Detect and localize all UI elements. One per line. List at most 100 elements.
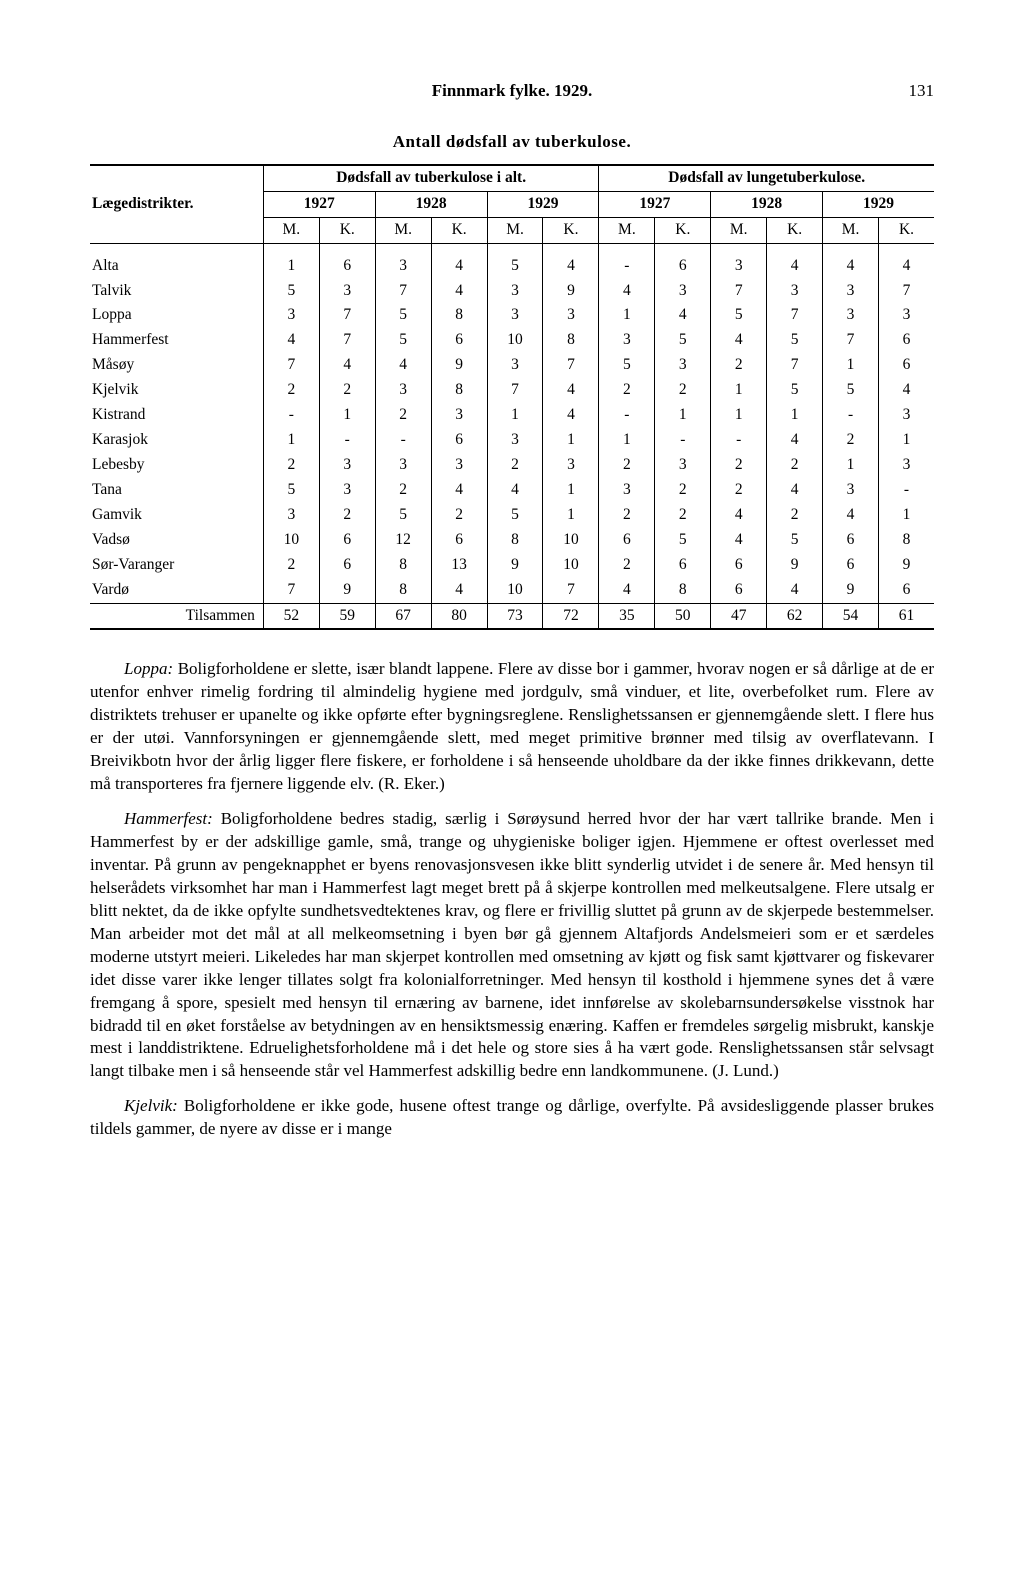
cell: 7	[319, 303, 375, 328]
cell: 3	[543, 453, 599, 478]
cell: 7	[767, 303, 823, 328]
cell: 6	[319, 528, 375, 553]
cell: 5	[655, 328, 711, 353]
cell: 3	[375, 453, 431, 478]
cell: 2	[711, 453, 767, 478]
lead-hammerfest: Hammerfest:	[124, 809, 213, 828]
district-name: Hammerfest	[90, 328, 263, 353]
district-name: Vadsø	[90, 528, 263, 553]
table-row: Hammerfest 4756108354576	[90, 328, 934, 353]
cell: 3	[767, 279, 823, 304]
cell: 1	[319, 403, 375, 428]
cell: 4	[767, 428, 823, 453]
cell: 3	[487, 279, 543, 304]
cell: 2	[767, 453, 823, 478]
cell: 7	[375, 279, 431, 304]
cell: 2	[599, 453, 655, 478]
cell: 2	[599, 378, 655, 403]
cell: 6	[711, 553, 767, 578]
cell: 6	[431, 328, 487, 353]
cell: 7	[543, 578, 599, 603]
cell: 6	[319, 553, 375, 578]
cell: 3	[319, 453, 375, 478]
cell: 10	[543, 553, 599, 578]
cell: 4	[431, 478, 487, 503]
group-b-header: Dødsfall av lungetuberkulose.	[599, 165, 934, 191]
cell: 4	[263, 328, 319, 353]
cell: 9	[487, 553, 543, 578]
cell: 3	[655, 353, 711, 378]
cell: 6	[431, 528, 487, 553]
cell: 9	[319, 578, 375, 603]
cell: 5	[263, 478, 319, 503]
cell: 3	[487, 303, 543, 328]
cell: 3	[431, 453, 487, 478]
page-number: 131	[909, 80, 935, 103]
paragraph-kjelvik: Kjelvik: Boligforholdene er ikke gode, h…	[90, 1095, 934, 1141]
cell: 3	[823, 303, 879, 328]
cell: 4	[823, 503, 879, 528]
district-name: Loppa	[90, 303, 263, 328]
table-row: Alta 163454-63444	[90, 254, 934, 279]
cell: 4	[879, 254, 934, 279]
cell: -	[263, 403, 319, 428]
table-row: Tana 53244132243-	[90, 478, 934, 503]
cell: -	[599, 403, 655, 428]
cell: 5	[487, 503, 543, 528]
cell: 3	[879, 453, 934, 478]
cell: 2	[375, 478, 431, 503]
cell: 4	[375, 353, 431, 378]
cell: 4	[487, 478, 543, 503]
table-row: Vardø 7984107486496	[90, 578, 934, 603]
cell: 1	[879, 428, 934, 453]
district-name: Kjelvik	[90, 378, 263, 403]
cell: 2	[263, 378, 319, 403]
cell: 4	[431, 578, 487, 603]
cell: 8	[543, 328, 599, 353]
cell: 7	[711, 279, 767, 304]
cell: 7	[319, 328, 375, 353]
sum-label: Tilsammen	[90, 603, 263, 629]
cell: 5	[767, 378, 823, 403]
cell: 7	[767, 353, 823, 378]
cell: 5	[263, 279, 319, 304]
cell: 4	[767, 254, 823, 279]
cell: -	[711, 428, 767, 453]
cell: 1	[263, 428, 319, 453]
district-name: Karasjok	[90, 428, 263, 453]
paragraph-loppa: Loppa: Boligforholdene er slette, især b…	[90, 658, 934, 796]
table-row: Sør-Varanger 26813910266969	[90, 553, 934, 578]
cell: 7	[543, 353, 599, 378]
cell: 5	[375, 328, 431, 353]
cell: -	[375, 428, 431, 453]
cell: 1	[879, 503, 934, 528]
cell: 4	[599, 578, 655, 603]
table-row: Kistrand -12314-111-3	[90, 403, 934, 428]
cell: 7	[487, 378, 543, 403]
district-name: Måsøy	[90, 353, 263, 378]
cell: 5	[767, 528, 823, 553]
cell: -	[879, 478, 934, 503]
text-hammerfest: Boligforholdene bedres stadig, særlig i …	[90, 809, 934, 1080]
cell: 2	[599, 503, 655, 528]
cell: 6	[711, 578, 767, 603]
cell: 6	[319, 254, 375, 279]
sum-row: Tilsammen 52 59 67 80 73 72 35 50 47 62 …	[90, 603, 934, 629]
table-row: Vadsø 106126810654568	[90, 528, 934, 553]
cell: 2	[375, 403, 431, 428]
district-name: Vardø	[90, 578, 263, 603]
cell: 3	[375, 378, 431, 403]
cell: 4	[543, 403, 599, 428]
cell: 9	[431, 353, 487, 378]
cell: 2	[319, 378, 375, 403]
cell: 6	[599, 528, 655, 553]
cell: 5	[487, 254, 543, 279]
cell: 7	[879, 279, 934, 304]
cell: 3	[543, 303, 599, 328]
table-row: Kjelvik 223874221554	[90, 378, 934, 403]
cell: 6	[655, 553, 711, 578]
cell: 1	[767, 403, 823, 428]
cell: 3	[375, 254, 431, 279]
cell: 4	[655, 303, 711, 328]
cell: 1	[263, 254, 319, 279]
